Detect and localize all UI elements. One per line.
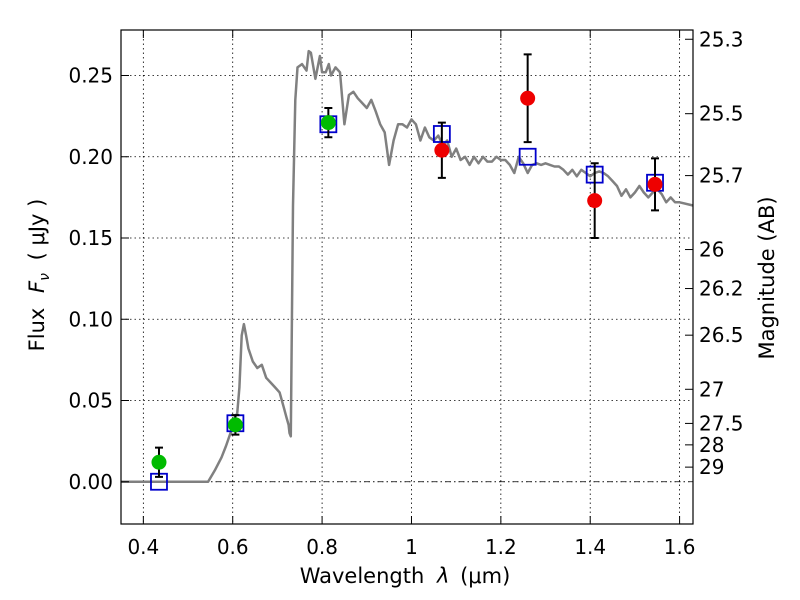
y-axis-label: Flux Fν ( μJy ) [25, 199, 54, 352]
observed-point [434, 142, 450, 158]
y-tick-label: 0.25 [68, 64, 113, 88]
axis-ticks: 0.4 0.6 0.8 1 1.2 1.4 1.6 0.00 0.05 0.10 0.15 0.20 0… [68, 27, 743, 559]
series-layer [121, 49, 694, 491]
x-tick-label: 0.6 [217, 535, 249, 559]
observed-point [227, 417, 243, 433]
model-point [518, 147, 537, 166]
y-tick-label: 0.20 [68, 145, 113, 169]
y2-tick-label: 29 [699, 455, 724, 479]
y-tick-label: 0.00 [68, 470, 113, 494]
grid [121, 30, 693, 524]
x-tick-label: 1.6 [664, 535, 696, 559]
observed-point [647, 176, 663, 192]
y-tick-label: 0.10 [68, 307, 113, 331]
observed-point [587, 193, 603, 209]
x-tick-label: 1.2 [485, 535, 517, 559]
y2-axis-label: Magnitude (AB) [755, 196, 779, 359]
y2-tick-label: 26 [699, 238, 724, 262]
y2-tick-label: 25.7 [699, 164, 744, 188]
y2-tick-label: 25.5 [699, 102, 744, 126]
y2-tick-label: 26.2 [699, 277, 744, 301]
x-tick-label: 0.8 [306, 535, 338, 559]
x-tick-label: 1.4 [574, 535, 606, 559]
x-tick-label: 1 [405, 535, 418, 559]
y-tick-label: 0.05 [68, 389, 113, 413]
x-tick-label: 0.4 [127, 535, 159, 559]
spectrum-line [121, 49, 694, 484]
y-tick-label: 0.15 [68, 226, 113, 250]
observed-point [320, 115, 336, 131]
y2-tick-label: 25.3 [699, 27, 744, 51]
y2-tick-label: 27.5 [699, 411, 744, 435]
y2-tick-label: 26.5 [699, 323, 744, 347]
observed-point [520, 90, 536, 106]
plot-frame [120, 29, 694, 525]
x-axis-label: Wavelength λ (μm) [300, 564, 511, 588]
y2-tick-label: 27 [699, 377, 724, 401]
observed-point [151, 454, 167, 470]
y2-tick-label: 28 [699, 433, 724, 457]
